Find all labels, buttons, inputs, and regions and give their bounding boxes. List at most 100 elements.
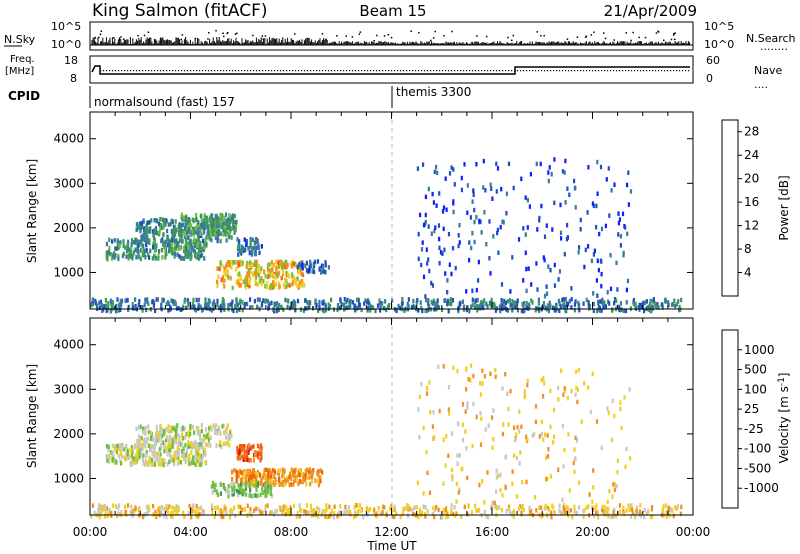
colorbar-tick-label: 28 [744, 125, 759, 139]
echo-cell [321, 470, 324, 475]
echo-cell [395, 511, 398, 516]
echo-cell [257, 243, 260, 248]
echo-cell [235, 223, 238, 229]
echo-cell [501, 431, 504, 437]
echo-cell [239, 274, 242, 279]
echo-cell [236, 246, 240, 252]
echo-cell [483, 210, 486, 215]
echo-cell [275, 508, 279, 514]
echo-cell [125, 254, 128, 259]
echo-cell [564, 297, 567, 302]
echo-cell [333, 504, 336, 509]
echo-cell [475, 287, 478, 293]
echo-cell [450, 301, 453, 307]
echo-cell [422, 162, 425, 167]
echo-cell [520, 176, 523, 182]
echo-cell [217, 221, 220, 226]
colorbar-tick-label: 4 [744, 266, 752, 280]
echo-cell [651, 514, 654, 519]
echo-cell [235, 308, 238, 314]
echo-cell [422, 274, 426, 280]
echo-cell [224, 272, 227, 278]
echo-cell [554, 308, 557, 313]
echo-cell [270, 478, 273, 483]
echo-cell [236, 456, 239, 461]
echo-cell [160, 238, 163, 244]
echo-cell [580, 419, 583, 424]
echo-cell [286, 475, 289, 481]
nave-dot [277, 70, 279, 72]
echo-cell [248, 443, 251, 448]
echo-cell [203, 213, 206, 218]
colorbar-tick-label: 1000 [744, 343, 775, 357]
echo-cell [191, 458, 194, 464]
echo-cell [248, 482, 251, 487]
echo-cell [561, 297, 564, 303]
echo-cell [448, 262, 451, 267]
echo-cell [388, 303, 391, 308]
echo-cell [141, 514, 145, 520]
echo-cell [443, 247, 446, 253]
echo-cell [322, 269, 325, 274]
echo-cell [627, 170, 630, 175]
power-echo-cells [90, 157, 683, 314]
echo-cell [490, 297, 493, 303]
echo-cell [275, 265, 278, 270]
echo-cell [505, 191, 508, 197]
echo-cell [550, 514, 553, 520]
echo-cell [465, 366, 468, 371]
echo-cell [256, 493, 259, 498]
frequency-panel: Freq. [MHz] 18 8 60 0 Nave .... [5, 54, 782, 91]
echo-cell [466, 475, 469, 481]
echo-cell [643, 507, 646, 513]
noise-search-dot [512, 34, 515, 37]
echo-cell [103, 304, 106, 309]
echo-cell [107, 250, 110, 255]
echo-cell [240, 262, 243, 267]
nave-dot [100, 70, 102, 72]
echo-cell [128, 454, 131, 460]
echo-cell [216, 298, 219, 304]
echo-cell [220, 514, 223, 519]
echo-cell [243, 450, 246, 455]
echo-cell [436, 170, 439, 176]
echo-cell [215, 215, 219, 220]
echo-cell [495, 489, 498, 494]
velocity-colorbar-label-exp: -1 [777, 377, 787, 386]
echo-cell [188, 456, 191, 461]
echo-cell [321, 264, 325, 269]
echo-cell [239, 504, 242, 510]
nave-dot [121, 70, 123, 72]
echo-cell [471, 297, 474, 303]
x-tick-label: 00:00 [73, 525, 108, 539]
nave-tick-high: 60 [706, 54, 720, 67]
echo-cell [598, 231, 601, 237]
echo-cell [533, 432, 536, 437]
echo-cell [520, 424, 523, 429]
echo-cell [600, 271, 603, 277]
echo-cell [169, 306, 172, 311]
echo-cell [376, 511, 379, 516]
echo-cell [458, 487, 461, 492]
echo-cell [269, 473, 272, 479]
echo-cell [622, 505, 625, 510]
echo-cell [301, 262, 304, 268]
echo-cell [187, 440, 190, 445]
echo-cell [538, 434, 541, 439]
echo-cell [673, 298, 676, 303]
echo-cell [242, 457, 245, 462]
echo-cell [298, 468, 301, 473]
echo-cell [354, 510, 357, 516]
echo-cell [140, 453, 143, 458]
echo-cell [645, 299, 648, 304]
echo-cell [292, 280, 295, 285]
echo-cell [179, 237, 182, 242]
echo-cell [573, 178, 576, 184]
echo-cell [552, 440, 555, 445]
echo-cell [214, 302, 217, 308]
echo-cell [152, 299, 155, 304]
echo-cell [456, 461, 459, 466]
echo-cell [209, 435, 212, 440]
echo-cell [220, 213, 224, 218]
